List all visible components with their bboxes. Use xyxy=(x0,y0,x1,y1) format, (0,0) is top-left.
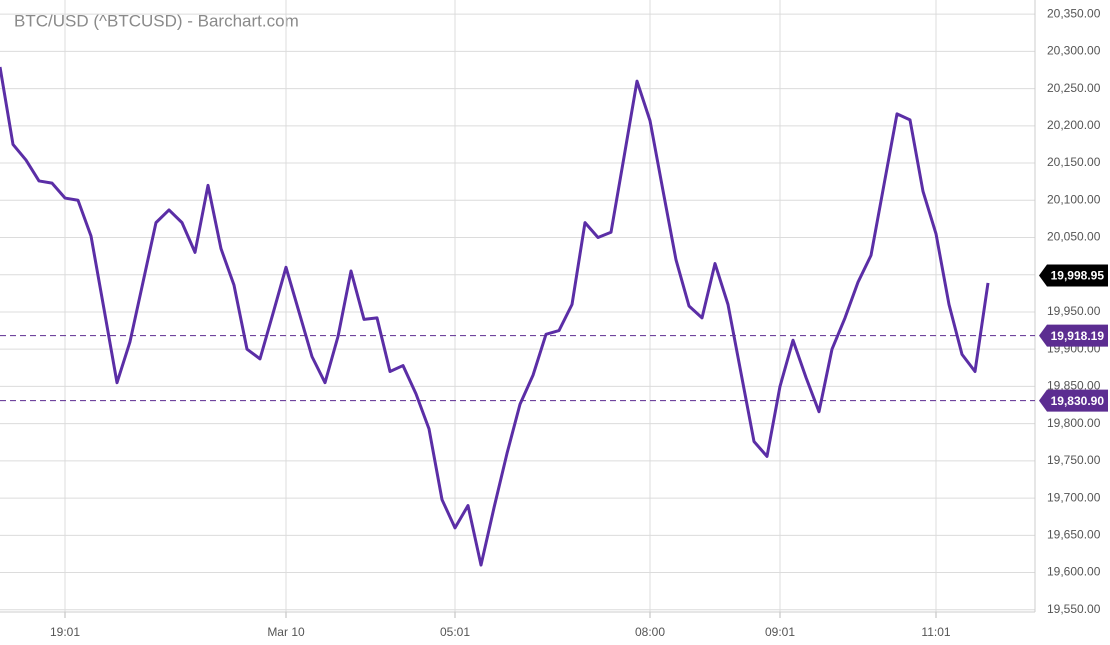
reference-badge xyxy=(1039,324,1108,347)
y-tick-label: 19,750.00 xyxy=(1047,453,1101,467)
y-tick-label: 20,250.00 xyxy=(1047,81,1101,95)
x-tick-label: 05:01 xyxy=(440,625,470,639)
last-price-badge xyxy=(1039,264,1108,287)
y-tick-label: 19,650.00 xyxy=(1047,527,1101,541)
y-tick-label: 19,850.00 xyxy=(1047,379,1101,393)
y-tick-label: 19,600.00 xyxy=(1047,565,1101,579)
x-tick-label: Mar 10 xyxy=(267,625,305,639)
last-price-label: 19,998.95 xyxy=(1051,269,1105,283)
y-tick-label: 20,050.00 xyxy=(1047,230,1101,244)
y-tick-label: 20,300.00 xyxy=(1047,44,1101,58)
y-tick-label: 20,200.00 xyxy=(1047,118,1101,132)
x-tick-label: 09:01 xyxy=(765,625,795,639)
reference-label: 19,918.19 xyxy=(1051,329,1105,343)
y-tick-label: 19,950.00 xyxy=(1047,304,1101,318)
y-tick-label: 20,100.00 xyxy=(1047,192,1101,206)
price-line xyxy=(0,66,990,567)
reference-label: 19,830.90 xyxy=(1051,394,1105,408)
x-tick-label: 11:01 xyxy=(921,625,950,639)
grid xyxy=(0,0,1035,612)
x-tick-label: 19:01 xyxy=(50,625,80,639)
y-tick-label: 19,700.00 xyxy=(1047,490,1101,504)
reference-badge xyxy=(1039,389,1108,412)
y-tick-label: 19,800.00 xyxy=(1047,416,1101,430)
chart-title: BTC/USD (^BTCUSD) - Barchart.com xyxy=(14,11,299,30)
y-tick-label: 20,350.00 xyxy=(1047,6,1101,20)
y-tick-label: 19,550.00 xyxy=(1047,602,1101,616)
x-tick-label: 08:00 xyxy=(635,625,665,639)
y-tick-label: 20,150.00 xyxy=(1047,155,1101,169)
